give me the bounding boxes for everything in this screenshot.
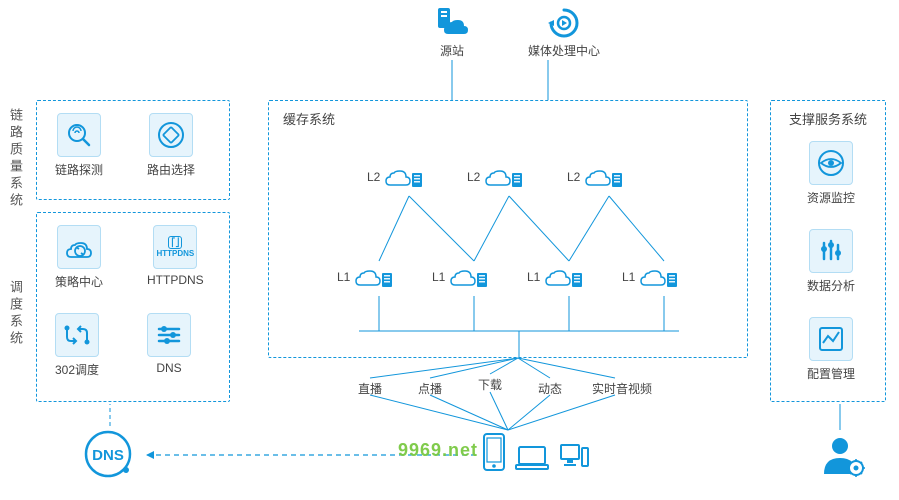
support-to-user-line <box>0 0 899 500</box>
watermark: 9969.net <box>398 440 478 461</box>
